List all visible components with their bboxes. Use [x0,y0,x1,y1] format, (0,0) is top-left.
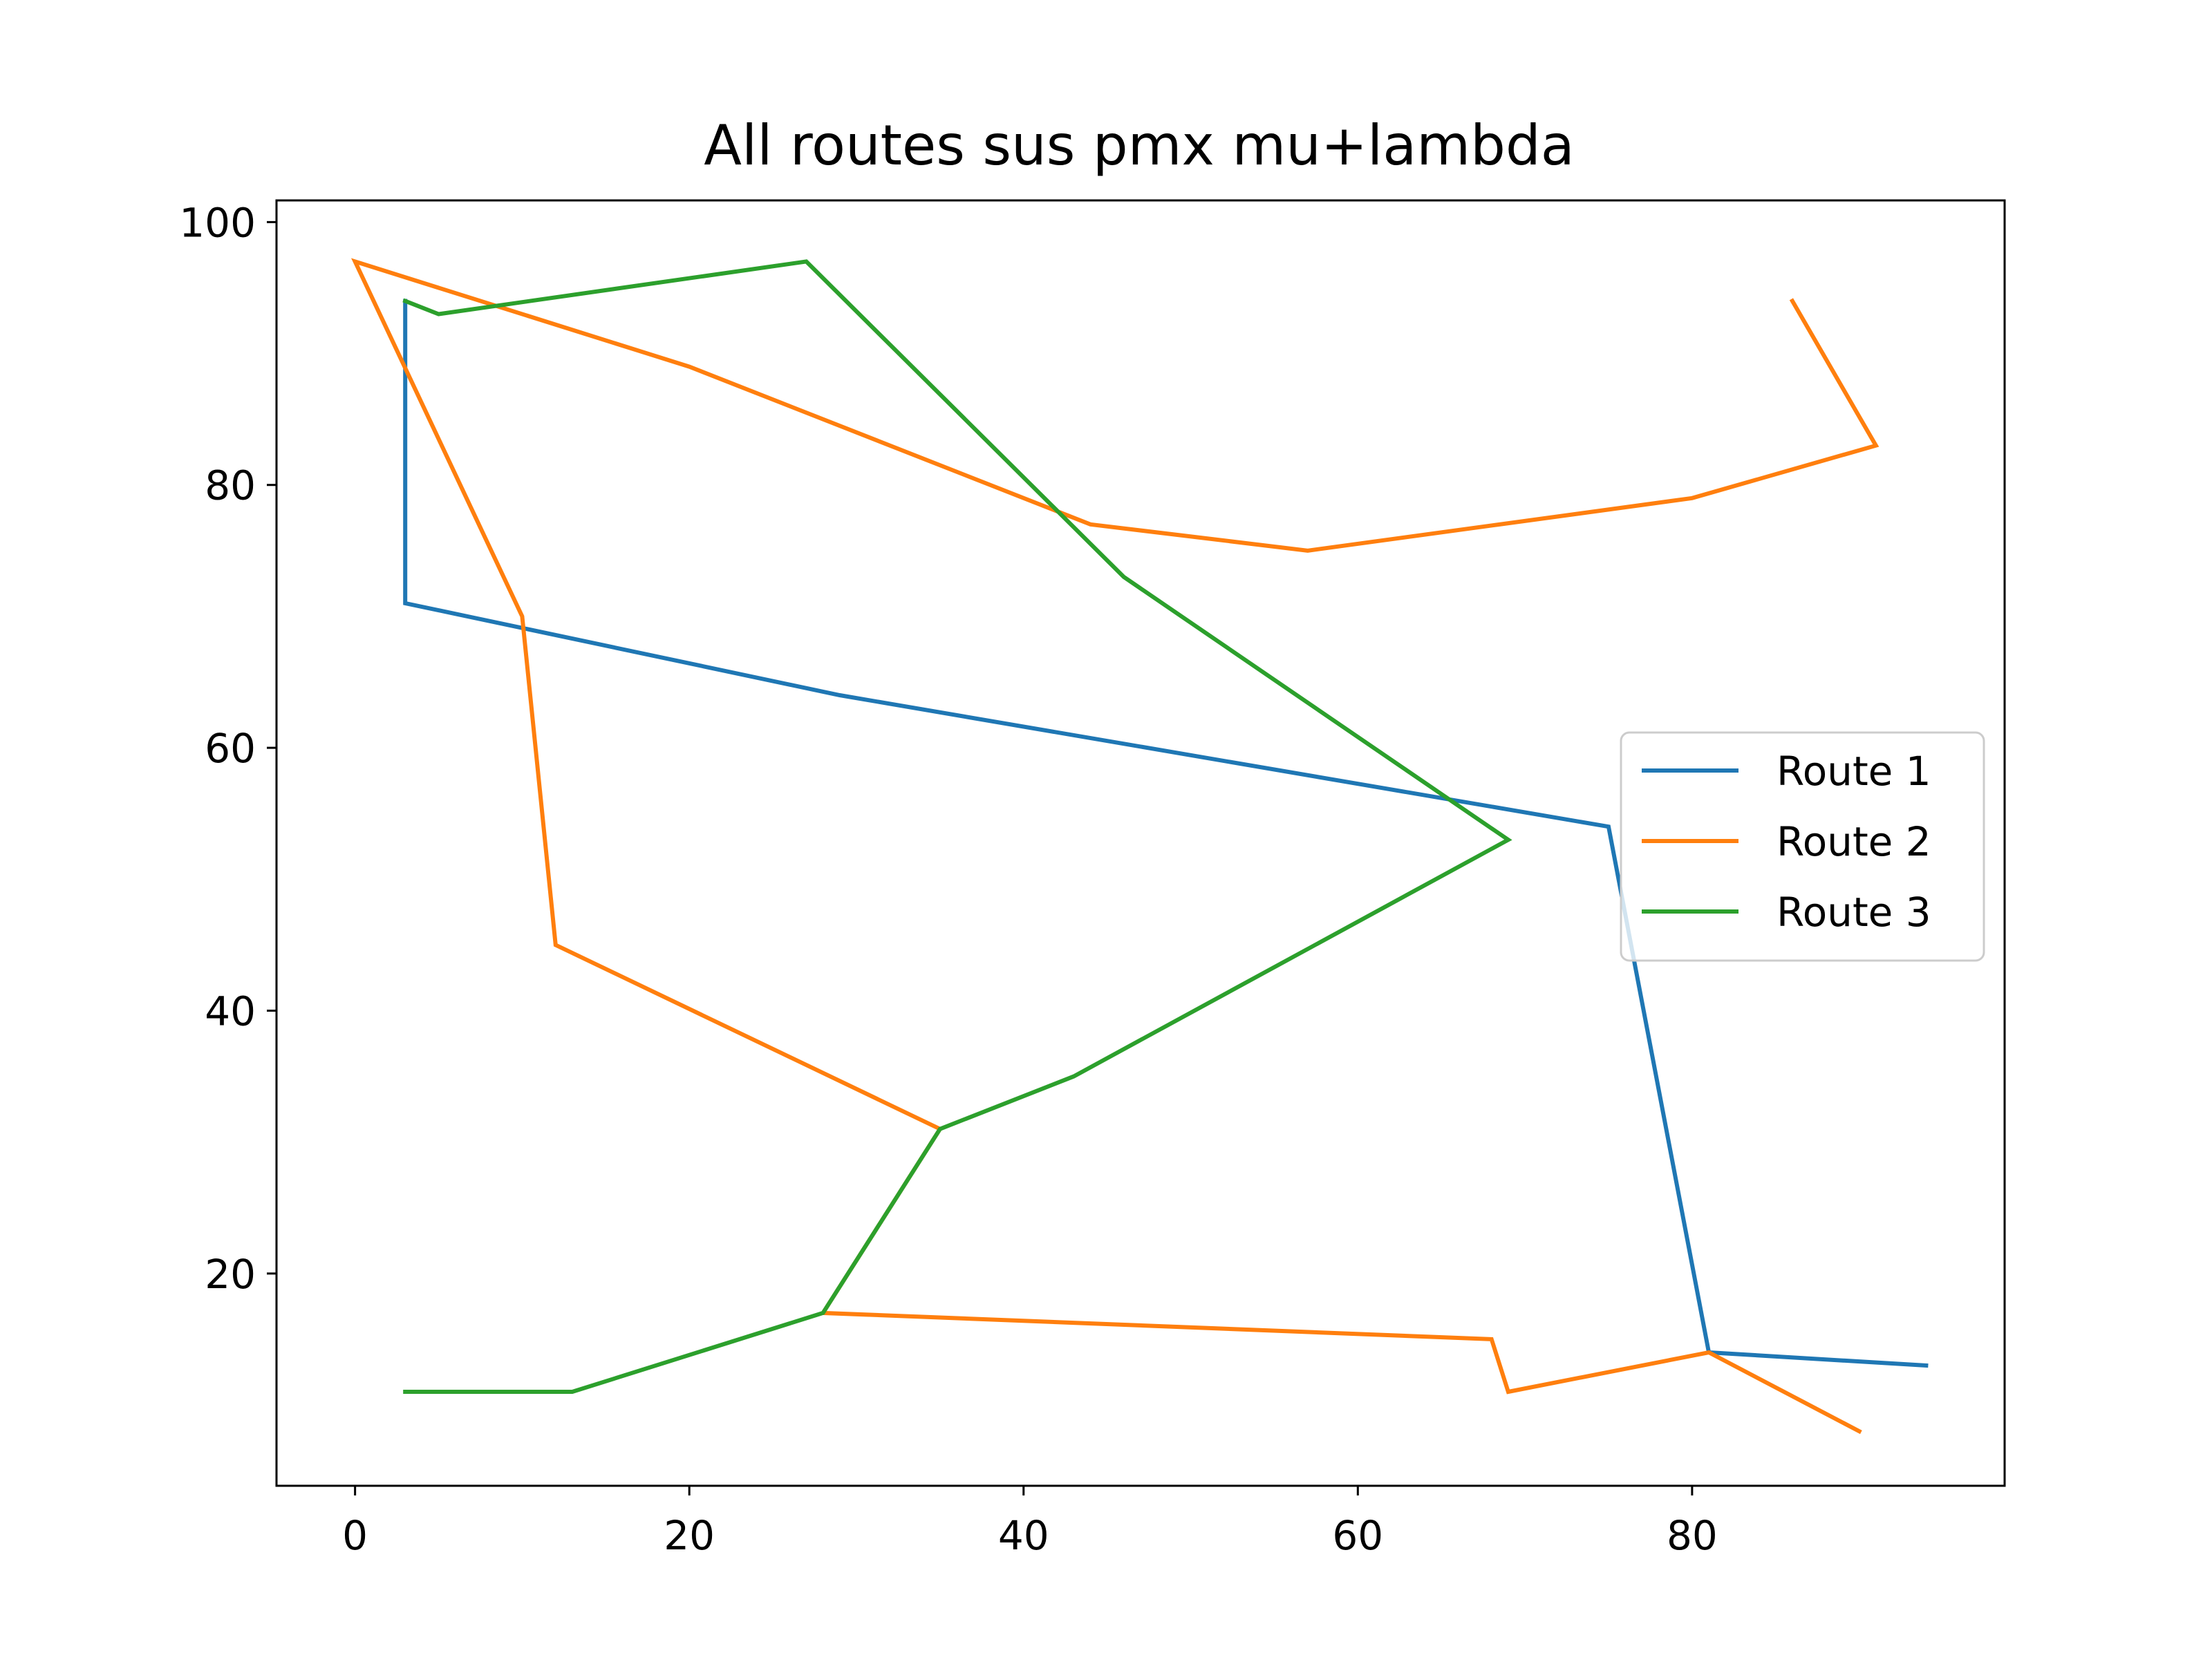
x-tick-label: 60 [1332,1512,1383,1559]
chart-title: All routes sus pmx mu+lambda [704,113,1575,178]
y-tick-label: 40 [205,988,256,1035]
ticks-layer: 0 20 40 60 80 20 40 60 80 100 [179,199,1717,1559]
legend: Route 1 Route 2 Route 3 [1620,731,1985,962]
series-layer [350,258,1929,1435]
y-tick-label: 20 [205,1251,256,1298]
series-line-route-3 [402,259,1512,1394]
series-line-route-2 [350,258,1880,1435]
x-tick-label: 40 [998,1512,1049,1559]
y-tick-label: 60 [205,725,256,772]
series-line-route-1 [403,299,1929,1368]
plot-frame [275,199,2006,1487]
x-tick-label: 0 [342,1512,368,1559]
x-tick-label: 80 [1667,1512,1718,1559]
legend-label-route-2: Route 2 [1777,818,1931,865]
y-tick-label: 100 [179,199,256,246]
y-tick-label: 80 [205,462,256,509]
legend-label-route-1: Route 1 [1777,748,1931,795]
legend-label-route-3: Route 3 [1777,889,1931,936]
legend-box [1620,731,1985,962]
x-tick-label: 20 [664,1512,715,1559]
